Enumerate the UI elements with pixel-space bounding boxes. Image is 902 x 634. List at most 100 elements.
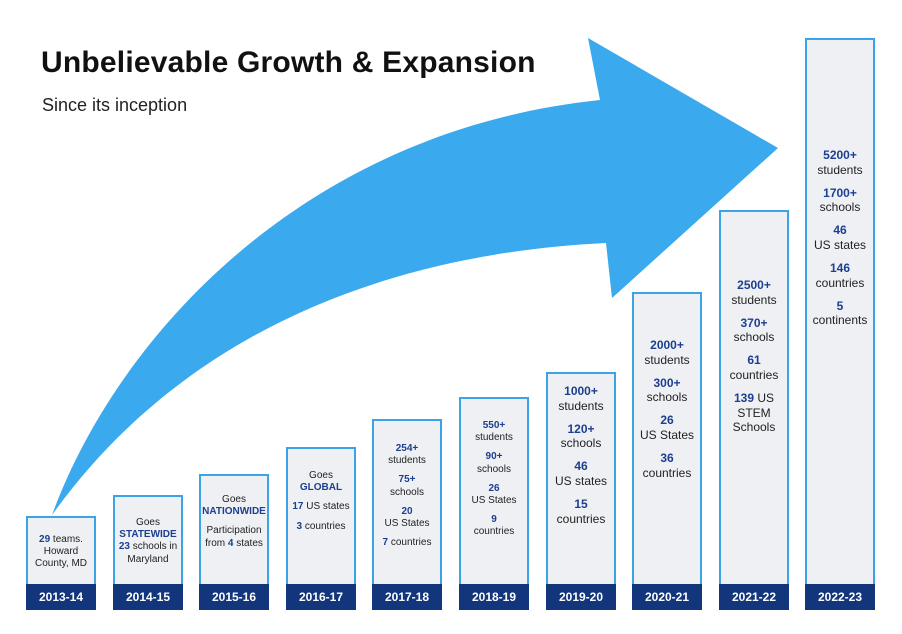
annotation-line: continents xyxy=(805,313,875,328)
bar-annotation: 5200+ students 1700+ schools 46 US states 146 c… xyxy=(805,148,875,328)
annotation-line xyxy=(199,518,269,525)
annotation-line xyxy=(632,443,702,451)
annotation-text: US states xyxy=(813,237,867,252)
annotation-text: US States xyxy=(384,517,430,529)
annotation-line: US States xyxy=(632,428,702,443)
annotation-highlight: 370+ xyxy=(740,315,768,330)
year-label: 2017-18 xyxy=(372,584,442,610)
growth-bar xyxy=(372,419,442,598)
year-label: 2021-22 xyxy=(719,584,789,610)
annotation-line: 146 xyxy=(805,261,875,276)
annotation-text: schools xyxy=(733,330,775,345)
annotation-line: 1000+ xyxy=(546,384,616,399)
annotation-highlight: 5 xyxy=(836,298,844,313)
annotation-line: countries xyxy=(719,368,789,383)
annotation-line: Goes xyxy=(286,470,356,482)
page-title: Unbelievable Growth & Expansion xyxy=(41,46,536,79)
annotation-line: 26 xyxy=(632,413,702,428)
annotation-line xyxy=(805,215,875,223)
annotation-highlight: 61 xyxy=(747,353,761,368)
annotation-highlight: 300+ xyxy=(653,375,681,390)
bar-annotation: 254+ students 75+ schools 20 US States 7 count… xyxy=(372,443,442,549)
annotation-line: students xyxy=(632,353,702,368)
annotation-text: countries xyxy=(388,537,432,549)
annotation-line: from 4 states xyxy=(199,538,269,550)
annotation-line xyxy=(546,489,616,497)
annotation-line: students xyxy=(372,455,442,467)
growth-bar xyxy=(459,397,529,598)
annotation-text: states xyxy=(233,537,263,549)
page-subtitle: Since its inception xyxy=(42,95,188,115)
year-label: 2014-15 xyxy=(113,584,183,610)
annotation-highlight: 2500+ xyxy=(737,278,771,292)
annotation-line: 120+ xyxy=(546,422,616,437)
annotation-text: Goes xyxy=(136,517,160,528)
annotation-line: countries xyxy=(805,276,875,291)
annotation-line: students xyxy=(459,432,529,444)
annotation-highlight: 20 xyxy=(401,505,413,517)
annotation-highlight: 9 xyxy=(491,514,497,526)
annotation-highlight: 36 xyxy=(660,450,674,465)
annotation-line: 9 xyxy=(459,514,529,526)
annotation-line: Schools xyxy=(719,420,789,435)
annotation-line xyxy=(372,530,442,537)
year-label: 2018-19 xyxy=(459,584,529,610)
annotation-line: 23 schools in xyxy=(113,541,183,553)
annotation-line: 550+ xyxy=(459,420,529,432)
annotation-text: US xyxy=(754,390,775,405)
annotation-line: 5200+ xyxy=(805,148,875,163)
annotation-highlight: 15 xyxy=(574,496,588,511)
annotation-line: 3 countries xyxy=(286,521,356,533)
bar-annotation: 2000+ students 300+ schools 26 US States 36 cou… xyxy=(632,338,702,480)
annotation-line xyxy=(546,413,616,421)
annotation-highlight: 146 xyxy=(829,260,851,275)
bar-annotation: 2500+ students 370+ schools 61 countries 139 U… xyxy=(719,278,789,435)
annotation-line: schools xyxy=(719,330,789,345)
annotation-text: Howard xyxy=(43,546,79,558)
annotation-highlight: 90+ xyxy=(485,451,503,463)
annotation-text: schools xyxy=(560,436,602,451)
annotation-text: US states xyxy=(554,473,608,488)
annotation-highlight: 46 xyxy=(833,223,847,238)
annotation-line xyxy=(286,494,356,501)
annotation-text: students xyxy=(558,398,604,413)
growth-bar xyxy=(805,38,875,598)
annotation-highlight: 7 xyxy=(382,537,389,549)
annotation-line: schools xyxy=(546,436,616,451)
year-label: 2013-14 xyxy=(26,584,96,610)
annotation-line: 29 teams. xyxy=(26,534,96,546)
annotation-line: US States xyxy=(372,518,442,530)
annotation-line xyxy=(372,467,442,474)
annotation-text: countries xyxy=(815,275,865,290)
annotation-text: US states xyxy=(303,501,350,513)
annotation-line: 26 xyxy=(459,483,529,495)
annotation-text: students xyxy=(644,352,690,367)
annotation-highlight: 23 xyxy=(118,541,130,553)
annotation-line xyxy=(286,514,356,521)
annotation-text: US States xyxy=(471,494,517,506)
annotation-text: STEM xyxy=(737,405,771,420)
annotation-highlight: 4 xyxy=(227,537,234,549)
growth-bar xyxy=(546,372,616,598)
annotation-line: students xyxy=(546,399,616,414)
annotation-line xyxy=(805,177,875,185)
annotation-line: 46 xyxy=(805,223,875,238)
annotation-line xyxy=(546,451,616,459)
annotation-line: countries xyxy=(632,466,702,481)
annotation-line xyxy=(719,345,789,353)
annotation-line xyxy=(459,444,529,451)
growth-bar xyxy=(286,447,356,598)
annotation-text: countries xyxy=(473,526,515,538)
annotation-highlight: 254+ xyxy=(395,443,419,454)
annotation-highlight: 29 xyxy=(39,534,51,545)
annotation-line: students xyxy=(719,293,789,308)
annotation-highlight: 75+ xyxy=(398,474,416,486)
annotation-text: schools xyxy=(819,200,861,215)
annotation-text: Schools xyxy=(732,420,776,435)
annotation-line: 1700+ xyxy=(805,186,875,201)
annotation-line: countries xyxy=(546,512,616,527)
annotation-line: schools xyxy=(372,487,442,499)
annotation-text: from xyxy=(205,537,228,549)
annotation-text: US States xyxy=(639,427,695,442)
annotation-highlight: 3 xyxy=(296,520,303,532)
